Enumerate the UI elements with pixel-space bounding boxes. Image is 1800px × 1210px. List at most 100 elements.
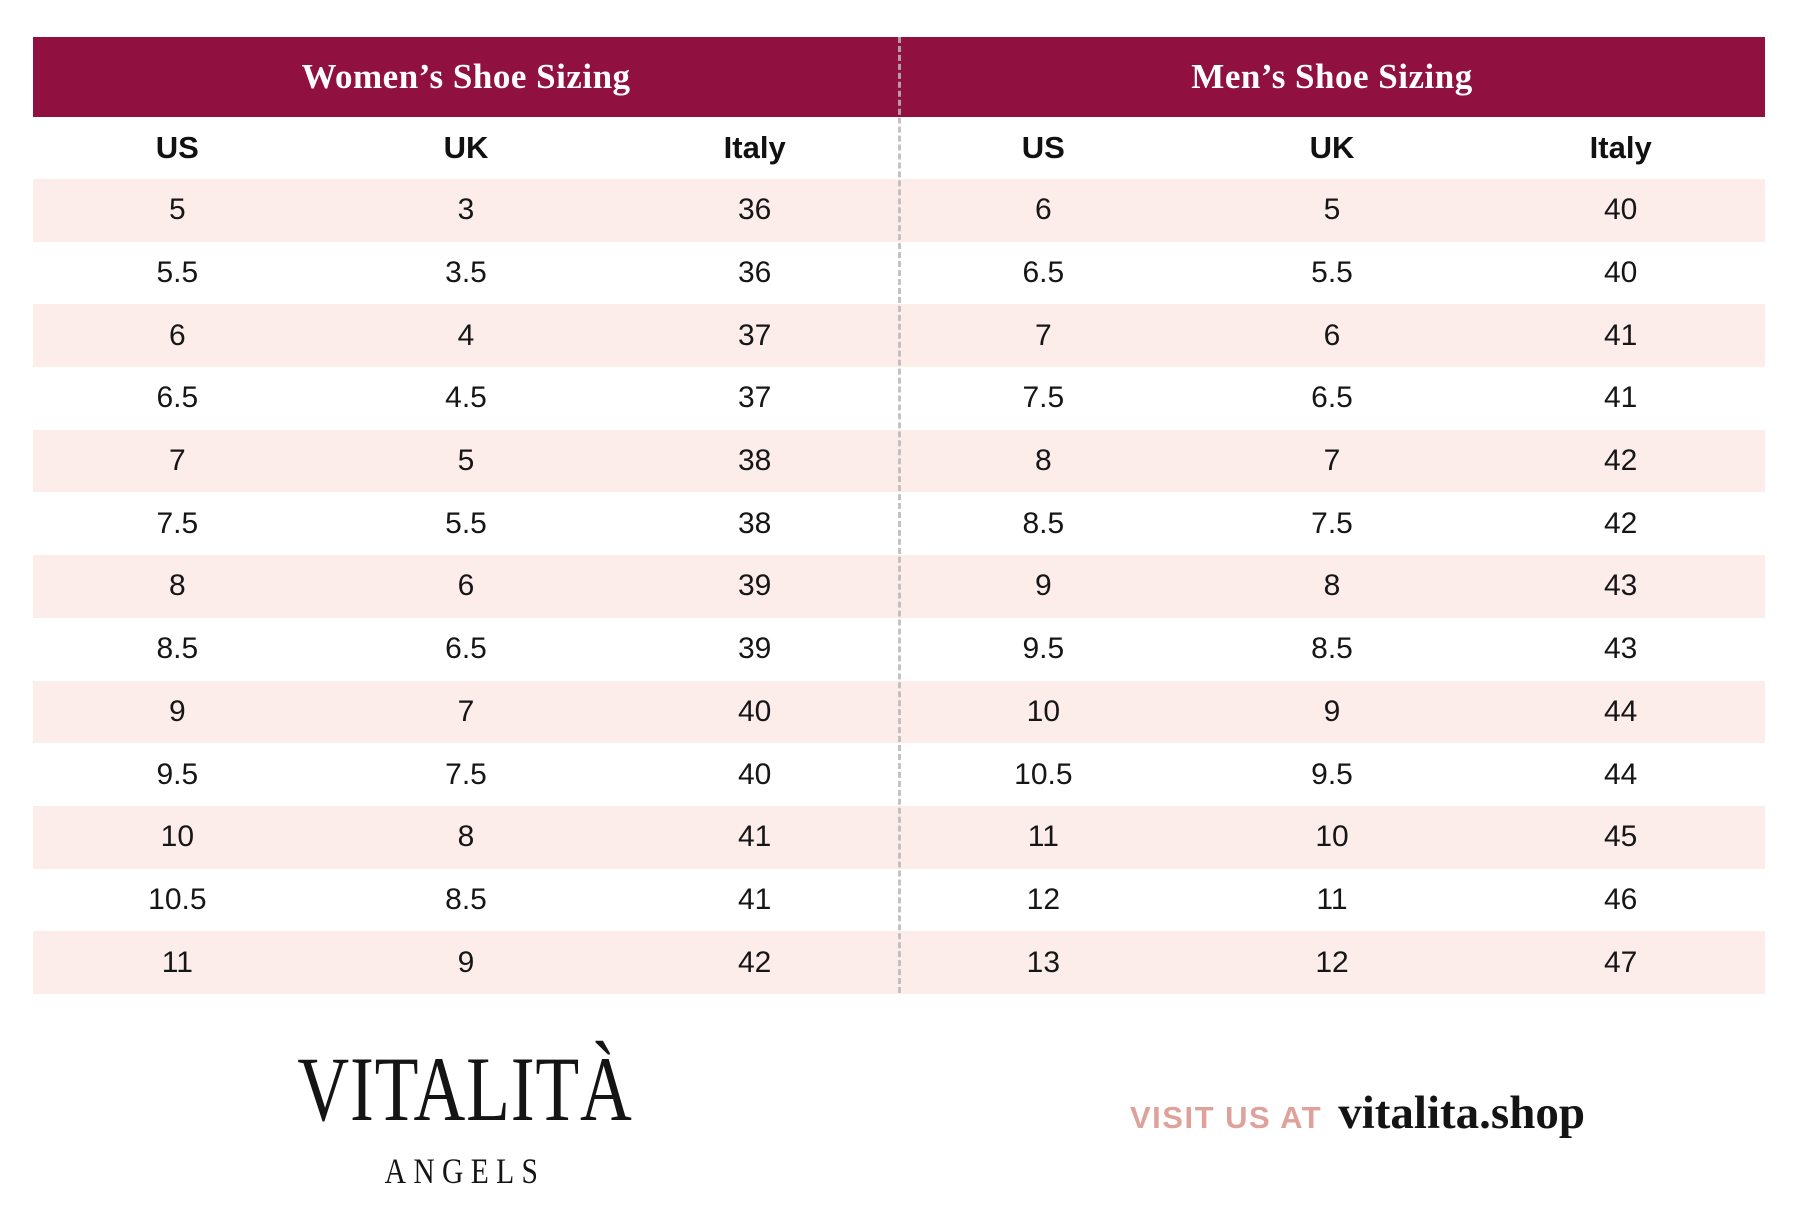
size-cell: 8.5 (1311, 632, 1353, 666)
size-cell: 10 (1315, 820, 1349, 854)
women-size-table: US UK Italy 5 3 36 5.5 3.5 36 6 4 37 6.5 4.5 37 7 5 38… (33, 117, 899, 994)
table-row: 8.5 7.5 42 (899, 492, 1765, 555)
size-cell: 44 (1603, 694, 1638, 728)
size-cell: 7.5 (1022, 381, 1065, 415)
size-cell: 6 (1034, 193, 1052, 227)
table-row: 7.5 5.5 38 (33, 492, 899, 555)
size-cell: 5 (457, 444, 475, 478)
size-cell: 6.5 (1311, 381, 1353, 415)
size-cell: 5.5 (156, 256, 199, 290)
size-cell: 37 (737, 318, 772, 352)
table-row: 8 7 42 (899, 429, 1765, 493)
size-cell: 40 (737, 694, 772, 728)
size-cell: 6.5 (156, 381, 199, 415)
size-cell: 10.5 (1014, 757, 1073, 791)
size-cell: 42 (737, 945, 772, 979)
size-cell: 3.5 (445, 256, 487, 290)
size-cell: 38 (737, 506, 772, 540)
table-row: 9.5 8.5 43 (899, 618, 1765, 681)
size-cell: 5 (1323, 193, 1341, 227)
size-cell: 9.5 (1311, 757, 1353, 791)
size-cell: 5.5 (445, 506, 487, 540)
size-cell: 8 (457, 820, 475, 854)
size-cell: 13 (1026, 945, 1061, 979)
size-cell: 7.5 (1311, 506, 1353, 540)
size-cell: 8 (168, 569, 186, 603)
table-row: 9 7 40 (33, 680, 899, 744)
size-cell: 38 (737, 444, 772, 478)
size-cell: 9.5 (156, 757, 199, 791)
table-row: 13 12 47 (899, 931, 1765, 994)
visit-us-label: VISIT US AT (1130, 1100, 1323, 1135)
size-cell: 4 (457, 318, 475, 352)
size-cell: 9 (1323, 694, 1341, 728)
brand-logo: VITALITÀ ANGELS (235, 1036, 695, 1192)
size-cell: 46 (1603, 882, 1638, 916)
tables-row: US UK Italy 5 3 36 5.5 3.5 36 6 4 37 6.5 4.5 37 7 5 38… (33, 117, 1765, 994)
women-column-headers: US UK Italy (33, 117, 899, 179)
size-cell: 6.5 (445, 632, 487, 666)
size-cell: 37 (737, 381, 772, 415)
size-cell: 40 (737, 757, 772, 791)
table-row: 6.5 5.5 40 (899, 242, 1765, 305)
size-cell: 8 (1034, 444, 1052, 478)
size-cell: 40 (1603, 256, 1638, 290)
table-row: 7 5 38 (33, 429, 899, 493)
size-cell: 7 (457, 694, 475, 728)
size-cell: 44 (1603, 757, 1638, 791)
size-cell: 9 (457, 945, 475, 979)
size-cell: 36 (737, 193, 772, 227)
size-conversion-table: Women’s Shoe Sizing Men’s Shoe Sizing US… (33, 37, 1765, 994)
size-cell: 6 (1323, 318, 1341, 352)
size-cell: 12 (1026, 882, 1061, 916)
brand-subtitle: ANGELS (384, 1151, 546, 1191)
table-row: 9.5 7.5 40 (33, 743, 899, 806)
table-row: 8 6 39 (33, 555, 899, 618)
size-cell: 36 (737, 256, 772, 290)
size-cell: 9.5 (1022, 632, 1065, 666)
size-cell: 6 (457, 569, 475, 603)
women-sizing-title: Women’s Shoe Sizing (33, 37, 899, 117)
men-col-header-us: US (1021, 130, 1065, 165)
table-row: 9 8 43 (899, 555, 1765, 618)
table-row: 10 9 44 (899, 680, 1765, 744)
size-cell: 10.5 (148, 882, 207, 916)
size-cell: 45 (1603, 820, 1638, 854)
size-cell: 39 (737, 632, 772, 666)
size-cell: 41 (1603, 318, 1638, 352)
size-cell: 6.5 (1022, 256, 1065, 290)
men-size-table: US UK Italy 6 5 40 6.5 5.5 40 7 6 41 7.5 6.5 41 8 7 42… (899, 117, 1765, 994)
size-cell: 8.5 (156, 632, 199, 666)
table-row: 6 4 37 (33, 304, 899, 368)
table-row: 12 11 46 (899, 869, 1765, 932)
size-cell: 41 (737, 882, 772, 916)
men-col-header-italy: Italy (1589, 130, 1652, 165)
size-cell: 42 (1603, 444, 1638, 478)
men-col-header-uk: UK (1309, 130, 1355, 165)
table-row: 8.5 6.5 39 (33, 618, 899, 681)
size-cell: 11 (1027, 820, 1059, 854)
size-cell: 12 (1315, 945, 1349, 979)
table-row: 5 3 36 (33, 179, 899, 242)
men-column-headers: US UK Italy (899, 117, 1765, 179)
size-cell: 41 (737, 820, 772, 854)
dashed-divider (898, 37, 901, 993)
size-cell: 5 (168, 193, 186, 227)
visit-us-block: VISIT US AT vitalita.shop (1130, 1086, 1585, 1140)
table-row: 6 5 40 (899, 179, 1765, 242)
size-cell: 3 (457, 193, 475, 227)
title-band: Women’s Shoe Sizing Men’s Shoe Sizing (33, 37, 1765, 117)
size-cell: 10 (1026, 694, 1061, 728)
size-cell: 39 (737, 569, 772, 603)
table-row: 10.5 9.5 44 (899, 743, 1765, 806)
men-size-rows: 6 5 40 6.5 5.5 40 7 6 41 7.5 6.5 41 8 7 42 8.5 7.5 42 9 8 43… (899, 179, 1765, 994)
size-cell: 40 (1603, 193, 1638, 227)
size-cell: 7 (1323, 444, 1341, 478)
table-row: 10.5 8.5 41 (33, 869, 899, 932)
table-row: 11 10 45 (899, 805, 1765, 869)
women-col-header-italy: Italy (723, 130, 786, 165)
women-col-header-uk: UK (443, 130, 489, 165)
table-row: 11 9 42 (33, 931, 899, 994)
women-size-rows: 5 3 36 5.5 3.5 36 6 4 37 6.5 4.5 37 7 5 38 7.5 5.5 38 8 6 39… (33, 179, 899, 994)
size-cell: 7.5 (156, 506, 199, 540)
